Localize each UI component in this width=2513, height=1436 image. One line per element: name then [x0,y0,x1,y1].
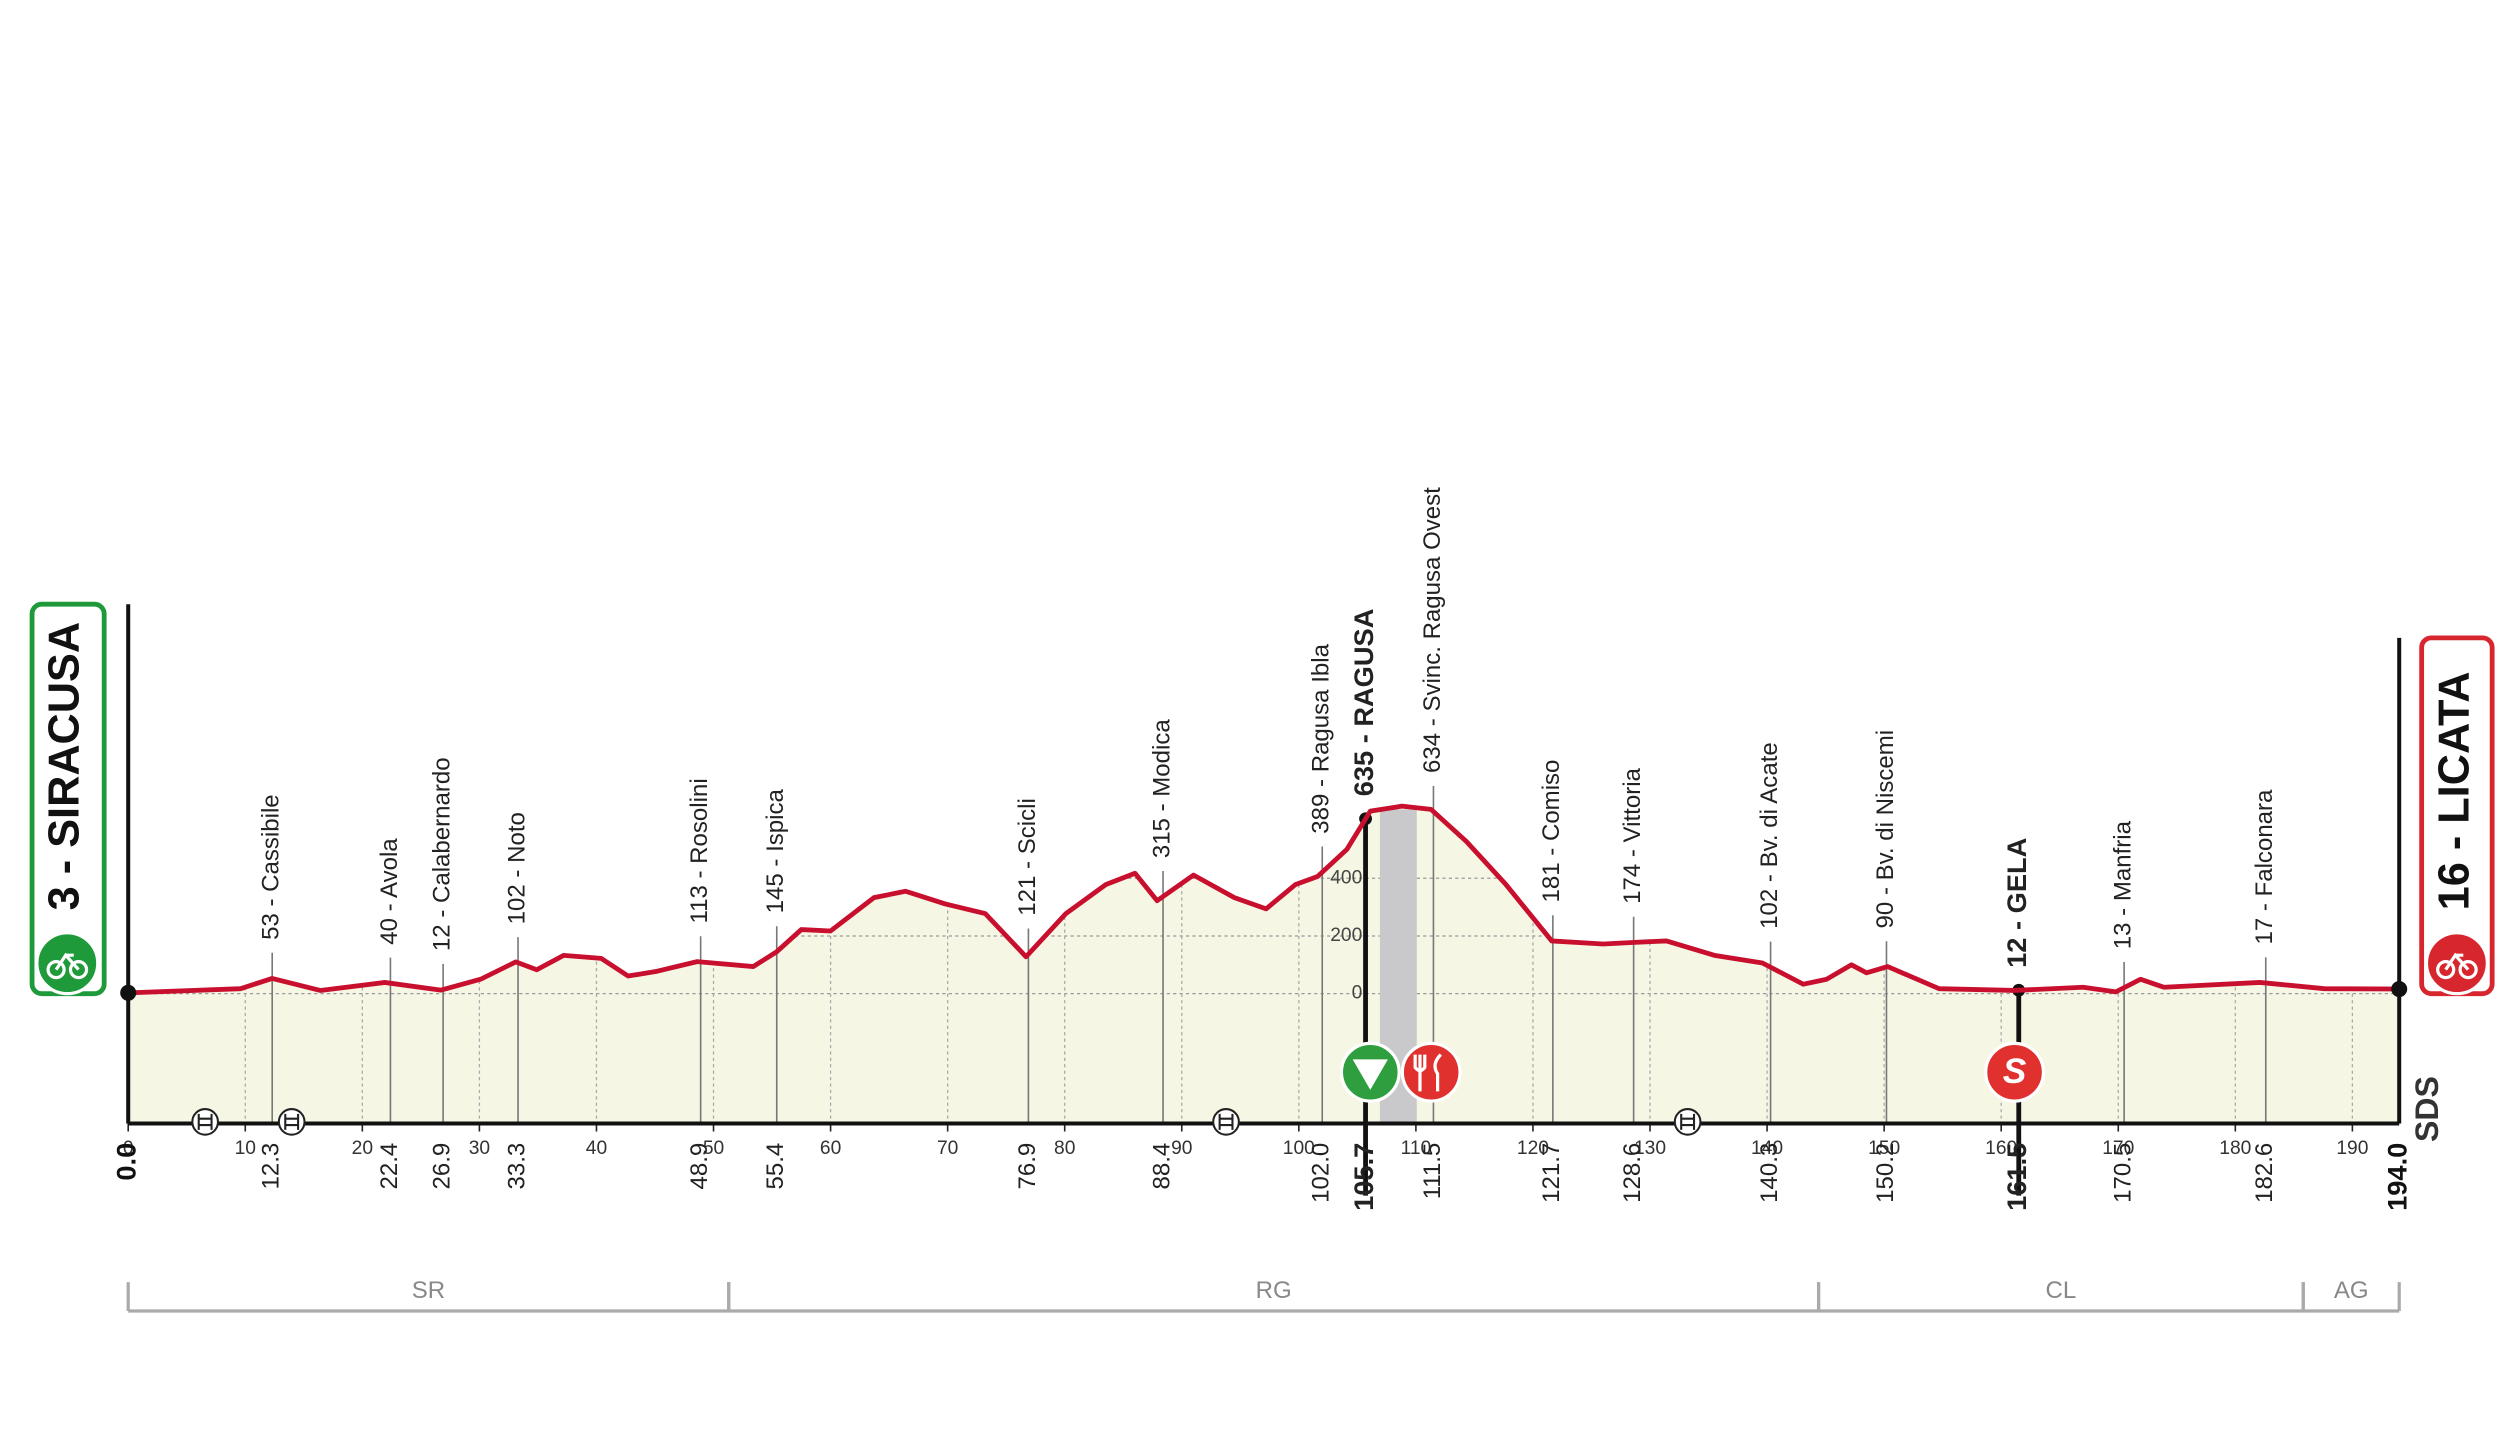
waypoint-name: 174 - Vittoria [1619,767,1646,903]
profile-line [128,803,2400,996]
waypoint-km: 33.3 [503,1143,530,1190]
x-tick-label: 150 [1868,1138,1900,1159]
x-tick-label: 170 [2102,1138,2134,1159]
logo: SDS [2409,1076,2445,1142]
waypoint-name: 40 - Avola [376,838,403,945]
x-tick-label: 130 [1634,1138,1666,1159]
waypoint-name: 121 - Scicli [1014,798,1041,916]
y-tick-label: 0 [1352,983,1363,1004]
level-crossings [191,1108,1702,1136]
start-dot [120,984,137,1001]
waypoint-km: 128.6 [1619,1143,1646,1203]
x-tick-label: 30 [469,1138,490,1159]
waypoint-name: 389 - Ragusa Ibla [1308,643,1335,833]
waypoint-name: 315 - Modica [1148,719,1175,859]
x-tick-label: 100 [1283,1138,1315,1159]
x-tick-label: 20 [352,1138,373,1159]
finish-km: 194.0 [2381,1143,2412,1211]
waypoint-name: 12 - GELA [2001,838,2032,968]
waypoint-name: 90 - Bv. di Niscemi [1872,730,1899,929]
waypoint-name: 102 - Noto [503,812,530,924]
start-bike [46,952,89,980]
foreground-layer: 0 200 400 0 10 20 30 40 50 60 70 80 90 100 110 120 130 14… [110,487,2412,1313]
background-layer [128,806,2400,1124]
x-tick-label: 70 [937,1138,958,1159]
waypoint-km: 22.4 [376,1143,403,1190]
waypoint-name: 53 - Cassibile [258,794,285,940]
x-tick-label: 190 [2336,1138,2368,1159]
x-tick-label: 90 [1171,1138,1192,1159]
profile-area [128,806,2400,1124]
x-tick-label: 60 [820,1138,841,1159]
waypoint-name: 102 - Bv. di Acate [1756,742,1783,929]
waypoint-name: 181 - Comiso [1538,760,1565,903]
y-tick-label: 400 [1330,867,1362,888]
waypoint-name: 13 - Manfria [2109,820,2136,949]
start-label: 3 - SIRACUSA [41,622,89,910]
start-km: 0.0 [110,1143,141,1181]
x-tick-label: 180 [2219,1138,2251,1159]
feed-icon [1400,1041,1462,1103]
region-label: RG [1256,1277,1292,1304]
x-tick-label: 80 [1054,1138,1075,1159]
x-tick-label: 10 [235,1138,256,1159]
waypoint-name: 17 - Falconara [2251,789,2278,945]
waypoint-km: 150.2 [1872,1143,1899,1203]
region-label: AG [2334,1277,2369,1304]
finish-dot [2391,981,2408,998]
x-tick-label: 0 [123,1138,134,1159]
kom-icon [1339,1041,1401,1103]
x-tick-label: 160 [1985,1138,2017,1159]
start-icon [35,931,100,996]
waypoint-km: 121.7 [1538,1143,1565,1203]
x-tick-label: 50 [703,1138,724,1159]
waypoint-km: 105.7 [1348,1143,1379,1211]
x-tick-label: 40 [586,1138,607,1159]
finish-bike [2436,952,2478,980]
waypoint-name: 12 - Calabernardo [428,757,455,951]
x-tick-label: 140 [1751,1138,1783,1159]
region-label: SR [412,1277,445,1304]
waypoint-km: 182.6 [2251,1143,2278,1203]
x-tick-label: 120 [1517,1138,1549,1159]
y-tick-label: 200 [1330,925,1362,946]
region-label: CL [2046,1277,2077,1304]
finish-label: 16 - LICATA [2430,672,2478,911]
waypoint-km: 140.3 [1756,1143,1783,1203]
sprint-icon: S [1984,1041,2046,1103]
waypoint-km: 161.5 [2001,1143,2032,1211]
waypoint-km: 48.9 [686,1143,713,1190]
waypoint-km: 55.4 [762,1143,789,1190]
waypoint-km: 111.5 [1419,1143,1446,1200]
waypoint-name: 113 - Rosolini [686,778,713,923]
waypoint-km: 88.4 [1148,1143,1175,1190]
waypoint-km: 26.9 [428,1143,455,1190]
waypoint-km: 12.3 [258,1143,285,1190]
waypoint-km: 102.0 [1308,1143,1335,1203]
waypoint-km: 76.9 [1014,1143,1041,1190]
waypoint-name: 634 - Svinc. Ragusa Ovest [1419,487,1446,773]
waypoint-name: 635 - RAGUSA [1348,609,1379,797]
waypoint-km: 170.5 [2109,1143,2136,1203]
finish-icon [2424,931,2489,996]
x-tick-label: 110 [1401,1138,1432,1159]
waypoint-name: 145 - Ispica [762,789,789,914]
sprint-symbol: S [2003,1052,2027,1091]
